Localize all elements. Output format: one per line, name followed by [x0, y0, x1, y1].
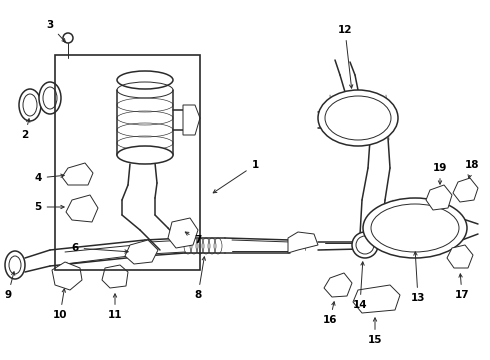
Polygon shape — [183, 105, 200, 135]
Text: 15: 15 — [368, 318, 382, 345]
Text: 2: 2 — [22, 119, 30, 140]
Text: 3: 3 — [47, 20, 66, 42]
Ellipse shape — [19, 89, 41, 121]
Ellipse shape — [39, 82, 61, 114]
Polygon shape — [125, 240, 158, 264]
Ellipse shape — [352, 232, 378, 258]
Polygon shape — [168, 218, 198, 248]
Text: 7: 7 — [185, 232, 202, 245]
Ellipse shape — [117, 146, 173, 164]
Text: 19: 19 — [433, 163, 447, 184]
Text: 16: 16 — [323, 302, 337, 325]
Polygon shape — [353, 285, 400, 313]
Ellipse shape — [117, 71, 173, 89]
Text: 11: 11 — [108, 294, 122, 320]
Bar — [55, 55, 200, 270]
Polygon shape — [102, 265, 128, 288]
Text: 10: 10 — [53, 289, 67, 320]
Polygon shape — [62, 163, 93, 185]
Polygon shape — [324, 273, 352, 297]
Text: 1: 1 — [213, 160, 259, 193]
Text: 13: 13 — [411, 252, 425, 303]
Ellipse shape — [363, 198, 467, 258]
Text: 12: 12 — [338, 25, 353, 88]
Text: 9: 9 — [4, 272, 15, 300]
Polygon shape — [453, 178, 478, 202]
Text: 8: 8 — [195, 257, 205, 300]
Ellipse shape — [63, 33, 73, 43]
Text: 5: 5 — [34, 202, 64, 212]
Text: 18: 18 — [465, 160, 479, 178]
Ellipse shape — [5, 251, 25, 279]
Polygon shape — [66, 195, 98, 222]
Polygon shape — [447, 245, 473, 268]
Polygon shape — [288, 232, 318, 253]
Text: 6: 6 — [72, 243, 128, 253]
Text: 4: 4 — [34, 173, 64, 183]
Ellipse shape — [318, 90, 398, 146]
Polygon shape — [426, 185, 452, 210]
Text: 14: 14 — [353, 262, 368, 310]
Polygon shape — [52, 262, 82, 290]
Text: 17: 17 — [455, 274, 469, 300]
